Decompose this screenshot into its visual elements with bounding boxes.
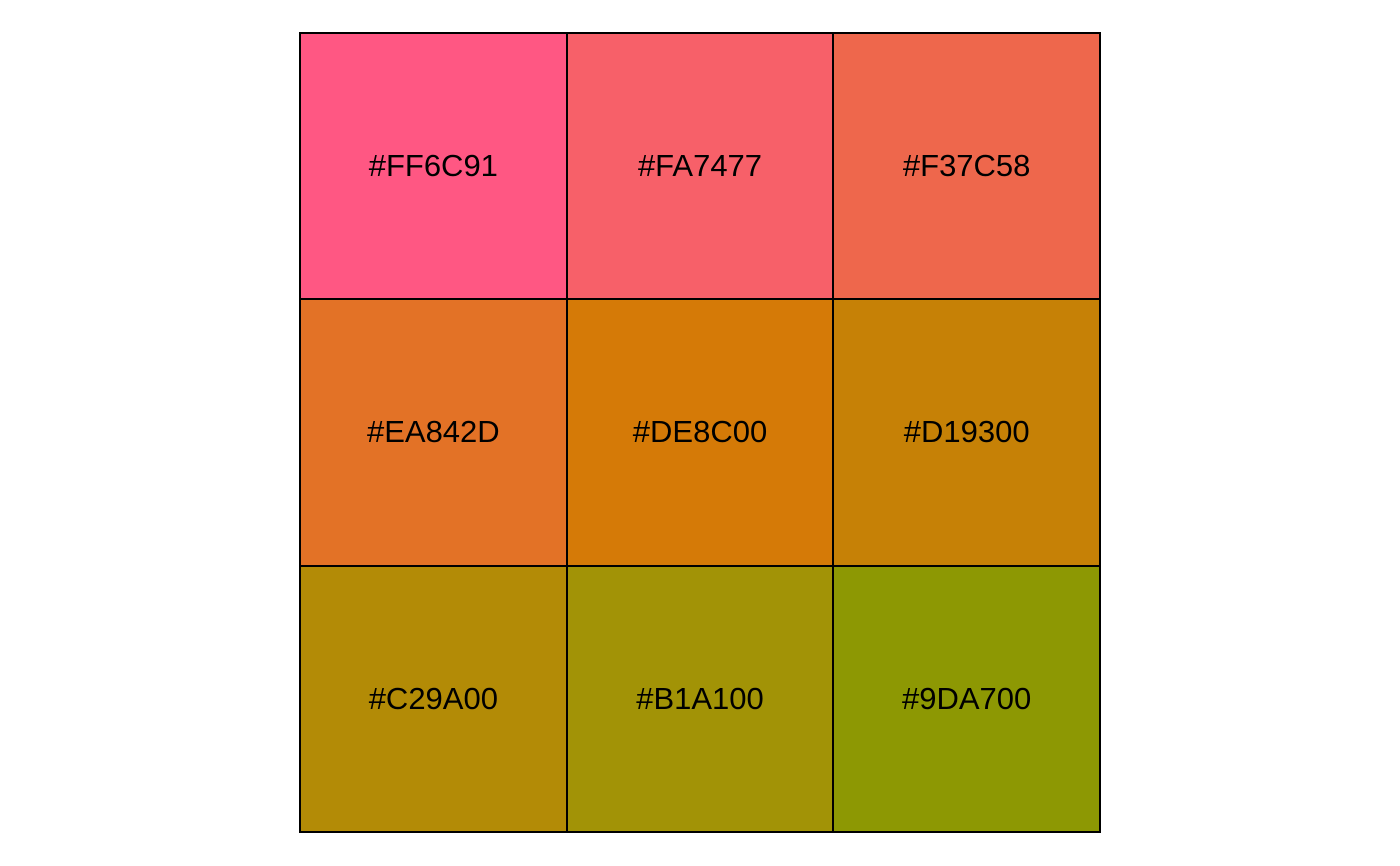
swatch-label: #F37C58 (902, 148, 1031, 184)
swatch: #D19300 (833, 299, 1100, 566)
swatch: #FA7477 (566, 33, 834, 300)
swatch: #F37C58 (833, 33, 1100, 300)
swatch-label: #EA842D (366, 414, 500, 450)
swatch: #EA842D (300, 299, 567, 566)
swatch: #B1A100 (566, 565, 834, 832)
swatch: #DE8C00 (566, 299, 834, 566)
swatch: #9DA700 (833, 565, 1100, 832)
swatch: #FF6C91 (300, 33, 567, 300)
swatch-label: #FA7477 (637, 148, 763, 184)
swatch-label: #DE8C00 (632, 414, 768, 450)
swatch: #C29A00 (300, 565, 567, 832)
swatch-grid: #FF6C91 #FA7477 #F37C58 #EA842D #DE8C00 … (299, 32, 1101, 833)
swatch-label: #FF6C91 (368, 148, 498, 184)
swatch-label: #B1A100 (636, 680, 764, 716)
swatch-label: #D19300 (903, 414, 1030, 450)
swatch-label: #C29A00 (368, 680, 498, 716)
swatch-label: #9DA700 (902, 680, 1032, 716)
